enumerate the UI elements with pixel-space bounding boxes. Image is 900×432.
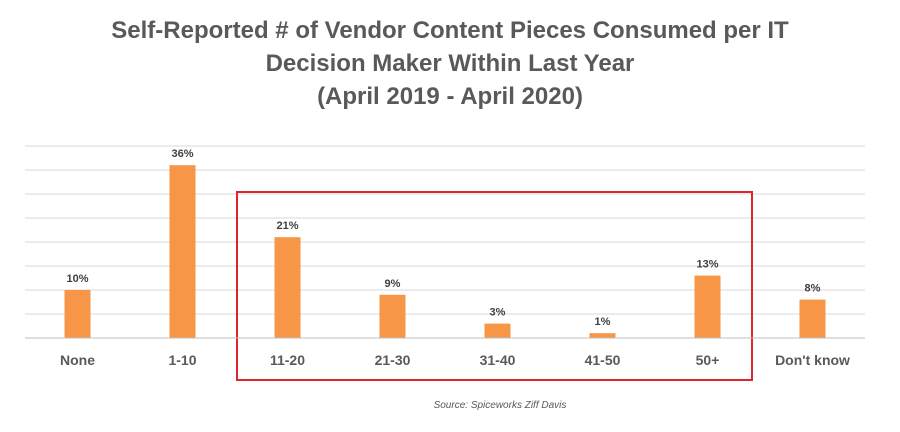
value-label-3: 9% <box>385 278 401 290</box>
value-label-0: 10% <box>66 273 88 285</box>
bar-7 <box>799 299 826 338</box>
source-note: Source: Spiceworks Ziff Davis <box>433 400 567 411</box>
bar-1 <box>169 165 196 338</box>
chart-title: Self-Reported # of Vendor Content Pieces… <box>0 14 900 113</box>
bar-3 <box>379 294 406 338</box>
category-label-3: 21-30 <box>375 352 411 368</box>
value-label-2: 21% <box>276 220 298 232</box>
category-label-5: 41-50 <box>585 352 621 368</box>
value-label-6: 13% <box>696 259 718 271</box>
bar-4 <box>484 323 511 338</box>
chart-title-line-2: Decision Maker Within Last Year <box>265 50 635 77</box>
chart-title-line-3: (April 2019 - April 2020) <box>317 83 583 110</box>
value-label-4: 3% <box>490 307 506 319</box>
category-label-0: None <box>60 352 95 368</box>
category-label-1: 1-10 <box>168 352 196 368</box>
bar-5 <box>589 333 616 338</box>
value-label-5: 1% <box>595 316 611 328</box>
bar-6 <box>694 275 721 338</box>
value-label-1: 36% <box>171 148 193 160</box>
bar-2 <box>274 237 301 338</box>
bar-0 <box>64 290 91 338</box>
value-label-7: 8% <box>805 283 821 295</box>
category-label-2: 11-20 <box>270 352 305 368</box>
chart-title-line-1: Self-Reported # of Vendor Content Pieces… <box>111 17 789 44</box>
category-label-6: 50+ <box>696 352 720 368</box>
category-label-7: Don't know <box>775 352 850 368</box>
highlight-box <box>236 191 753 381</box>
category-label-4: 31-40 <box>480 352 516 368</box>
